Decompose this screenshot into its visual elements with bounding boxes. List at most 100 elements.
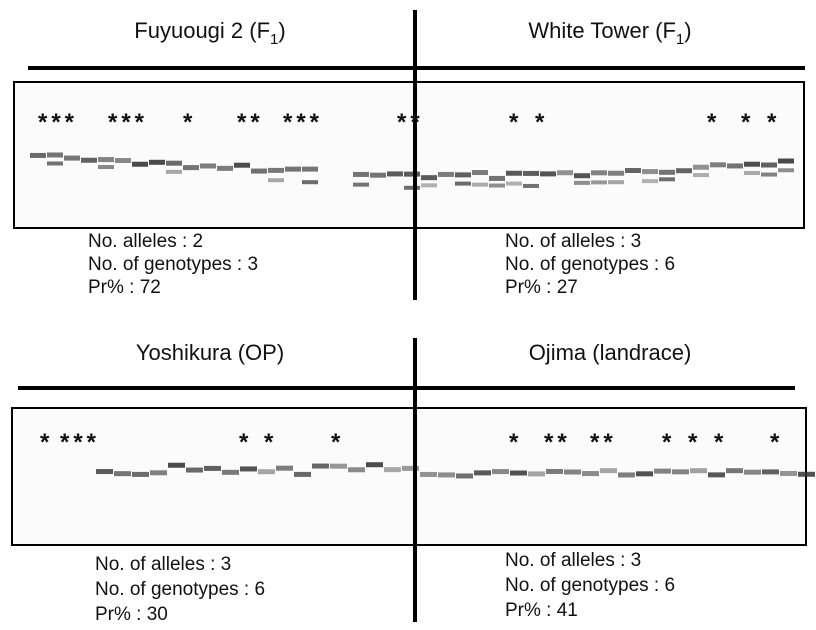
band <box>348 467 365 472</box>
band <box>47 152 63 157</box>
band <box>636 471 653 476</box>
band <box>114 471 131 476</box>
band <box>693 165 709 170</box>
band <box>523 171 539 176</box>
lane-marker: * <box>239 429 252 456</box>
band <box>608 180 624 184</box>
band <box>64 156 80 161</box>
band <box>240 466 257 471</box>
panel-title: Fuyuougi 2 (F1) <box>134 18 285 48</box>
band <box>166 170 182 174</box>
title-text: Fuyuougi 2 (F <box>134 18 270 43</box>
band <box>642 169 658 174</box>
lane-marker: * <box>770 429 783 456</box>
band <box>506 171 522 176</box>
band <box>353 172 369 177</box>
lane-marker: * <box>40 429 53 456</box>
lane-marker: ** <box>544 429 571 456</box>
band <box>472 183 488 187</box>
band <box>625 168 641 173</box>
band <box>472 170 488 175</box>
band <box>710 162 726 167</box>
lane-marker: ** <box>590 429 617 456</box>
band <box>693 173 709 177</box>
band <box>285 167 301 172</box>
lane-marker: * <box>662 429 675 456</box>
band <box>384 467 401 472</box>
lane-marker: * <box>714 429 727 456</box>
band <box>528 471 545 476</box>
band <box>294 472 311 477</box>
band <box>540 171 556 176</box>
band <box>608 171 624 176</box>
band <box>557 170 573 175</box>
lane-marker: *** <box>108 109 148 136</box>
panel-title: White Tower (F1) <box>528 18 691 48</box>
band <box>744 171 760 175</box>
band <box>618 472 635 477</box>
band <box>489 184 505 188</box>
lane-marker: * <box>509 109 522 136</box>
band <box>251 169 267 174</box>
lane-marker: * <box>688 429 701 456</box>
stat-line: No. of genotypes : 6 <box>95 579 265 600</box>
band <box>312 464 329 469</box>
lane-marker: * <box>707 109 720 136</box>
band <box>30 153 46 158</box>
stat-line: No. of genotypes : 6 <box>505 575 675 596</box>
gel-frame <box>14 82 804 228</box>
band <box>690 468 707 473</box>
band <box>268 168 284 173</box>
band <box>98 157 114 162</box>
band <box>268 178 284 182</box>
band <box>438 172 454 177</box>
band <box>726 468 743 473</box>
band <box>546 469 563 474</box>
lane-marker: *** <box>60 429 100 456</box>
stat-line: No. of genotypes : 3 <box>88 254 258 275</box>
lane-marker: * <box>331 429 344 456</box>
stat-line: Pr% : 72 <box>88 277 161 298</box>
band <box>421 175 437 180</box>
band <box>761 163 777 168</box>
title-subscript: 1 <box>676 31 684 48</box>
band <box>353 183 369 187</box>
band <box>506 182 522 186</box>
title-text: ) <box>278 18 285 43</box>
band <box>642 179 658 183</box>
band <box>778 159 794 164</box>
stat-line: Pr% : 27 <box>505 277 578 298</box>
title-text: White Tower (F <box>528 18 676 43</box>
band <box>96 469 113 474</box>
lane-marker: *** <box>38 109 78 136</box>
band <box>404 186 420 190</box>
band <box>659 170 675 175</box>
lane-marker: *** <box>283 109 323 136</box>
band <box>370 173 386 178</box>
stat-line: No. of alleles : 3 <box>95 554 231 575</box>
band <box>302 167 318 172</box>
band <box>366 462 383 467</box>
band <box>387 171 403 176</box>
band <box>600 468 617 473</box>
band <box>47 161 63 165</box>
stat-line: No. of alleles : 3 <box>505 231 641 252</box>
panel-title: Ojima (landrace) <box>529 340 692 365</box>
band <box>744 470 761 475</box>
band <box>474 470 491 475</box>
stat-line: No. alleles : 2 <box>88 231 203 252</box>
band <box>778 168 794 172</box>
lane-marker: * <box>741 109 754 136</box>
band <box>438 472 455 477</box>
band <box>168 463 185 468</box>
title-subscript: 1 <box>270 31 278 48</box>
band <box>574 181 590 185</box>
title-text: ) <box>684 18 691 43</box>
lane-marker: * <box>264 429 277 456</box>
band <box>708 472 725 477</box>
band <box>564 470 581 475</box>
lane-marker: * <box>767 109 780 136</box>
band <box>672 469 689 474</box>
band <box>523 184 539 188</box>
band <box>204 466 221 471</box>
